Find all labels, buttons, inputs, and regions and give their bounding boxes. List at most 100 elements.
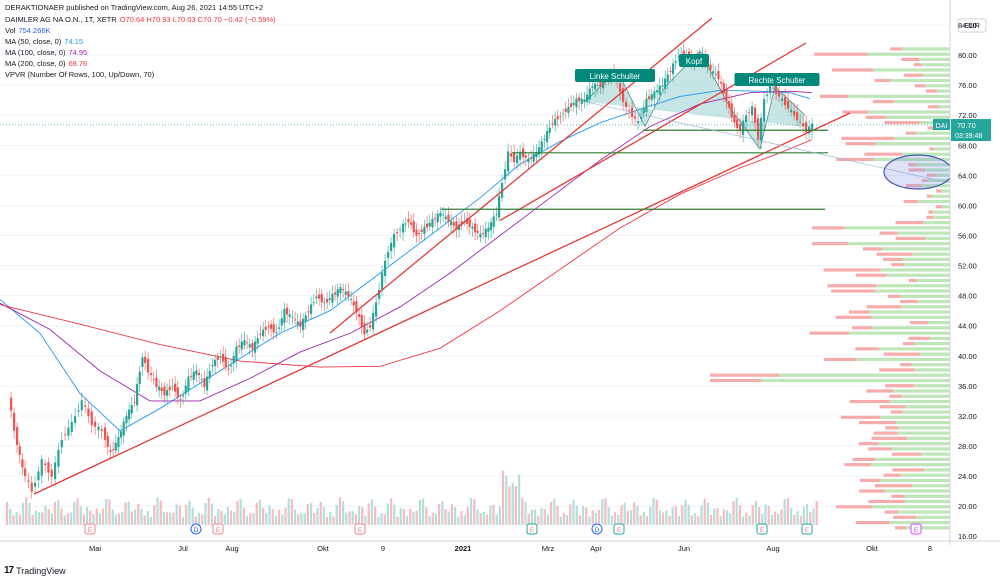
volume-bar [15,512,18,525]
volume-bar [806,504,809,525]
candle-body [452,222,455,226]
vpvr-down-bar [831,289,875,293]
legend-row: VPVR (Number Of Rows, 100, Up/Down, 70) [5,69,276,80]
vpvr-down-bar [883,473,901,477]
candle-body [216,356,219,360]
candle-body [248,344,251,348]
vpvr-up-bar [903,263,950,267]
candle-body [262,329,265,337]
volume-bar [575,505,578,525]
volume-bar [780,509,783,525]
volume-bar [374,506,377,525]
vpvr-down-bar [926,194,932,198]
volume-bar [402,509,405,525]
candle-body [192,371,195,380]
volume-bar [230,510,233,525]
volume-bar [422,498,425,525]
candle-body [77,410,80,412]
countdown-label: 03:39:48 [955,133,982,140]
volume-bar [210,503,213,525]
volume-bar [441,501,444,525]
volume-bar [783,498,786,525]
vpvr-up-bar [879,415,950,419]
volume-bar [322,507,325,525]
price-tick-label: 24.00 [958,472,977,481]
candle-body [363,323,366,335]
vpvr-down-bar [884,510,898,514]
candle-body [34,482,37,487]
candle-body [535,152,538,158]
vpvr-up-bar [933,210,950,214]
candle-body [661,85,664,87]
candle-body [466,218,469,224]
volume-bar [815,500,818,525]
time-axis[interactable]: Mai Jul Aug Okt 9 2021 Mrz Apr Jun Aug Okt 8 [0,540,1000,553]
candle-body [634,116,637,119]
price-axis[interactable]: EUR 16.00 20.00 24.00 28.00 32.00 36.00 40.00 44… [933,0,1000,545]
price-tick-label: 72.00 [958,111,977,120]
volume-bar [668,516,671,525]
volume-bar [409,508,412,525]
candle-body [288,314,291,317]
candle-body [219,356,222,358]
vpvr-down-bar [884,121,920,125]
candle-body [246,342,249,344]
volume-bar [306,503,309,525]
volume-bar [777,513,780,525]
volume-bar [652,497,655,525]
candle-body [152,379,155,381]
vpvr-up-bar [942,205,950,209]
volume-bar [454,507,457,525]
vpvr-up-bar [933,215,950,219]
candle-body [302,318,305,331]
candle-body [805,122,808,133]
candle-body [757,118,760,140]
price-tick-label: 28.00 [958,442,977,451]
vpvr-up-bar [897,510,950,514]
volume-bar [678,516,681,525]
vpvr-down-bar [859,478,881,483]
volume-bar [242,507,245,525]
volume-bar [153,504,156,525]
candle-body [428,222,431,227]
event-marker-letter: E [805,527,810,534]
volume-bar [633,502,636,525]
volume-bar [761,513,764,525]
volume-bar [390,498,393,525]
volume-bar [591,510,594,525]
volume-bar [178,505,181,525]
candle-body [339,287,342,294]
volume-bar [274,515,277,525]
vpvr-down-bar [868,499,906,504]
vpvr-down-bar [908,163,917,167]
volume-bar [159,500,162,525]
volume-bar [383,514,386,525]
candle-body [787,101,790,109]
volume-bar [146,511,149,525]
annotation-box [575,69,655,82]
candle-body [214,359,217,366]
candle-body [30,482,33,492]
vpvr-up-bar [879,268,950,272]
volume-bar [614,512,617,525]
vpvr-up-bar [919,352,950,356]
volume-bar [66,513,69,525]
volume-bar [358,506,361,525]
volume-bar [742,516,745,525]
candle-body [336,289,339,297]
volume-bar [463,515,466,525]
candle-body [712,71,715,74]
candle-body [206,376,209,391]
volume-bar [431,512,434,525]
volume-bar [380,513,383,525]
earnings-marker-icon [526,523,538,535]
volume-bar [687,504,690,525]
candle-body [203,377,206,388]
volume-bar [505,475,508,525]
candle-body [224,356,227,368]
candle-body [510,153,513,157]
legend-row: DAIMLER AG NA O.N., 1T, XETR O70.64 H70.9… [5,14,276,25]
time-tick-label: Aug [766,544,779,553]
candle-body [439,212,442,217]
